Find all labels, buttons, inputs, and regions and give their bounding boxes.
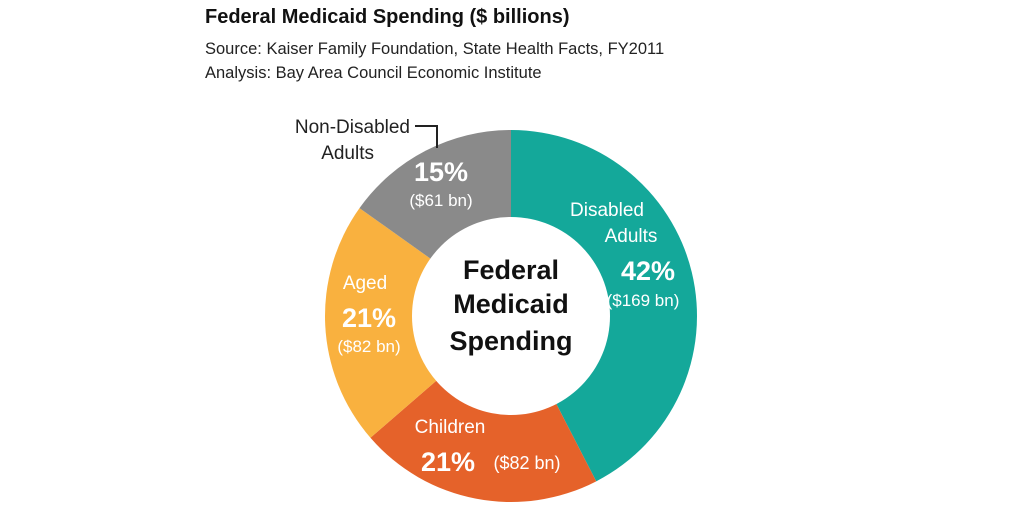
- label-non-disabled-adults-line-2: Adults: [321, 143, 374, 164]
- analysis-note: Analysis: Bay Area Council Economic Inst…: [205, 64, 542, 82]
- slice-labels: Disabled Adults 42% ($169 bn) Children 21% ($8…: [337, 157, 679, 477]
- value-non-disabled-adults: ($61 bn): [409, 191, 472, 210]
- label-aged: Aged: [343, 273, 387, 294]
- source-note: Source: Kaiser Family Foundation, State …: [205, 40, 665, 58]
- callout: Non-Disabled Adults: [295, 117, 438, 164]
- donut-hole: [412, 217, 610, 415]
- chart-title: Federal Medicaid Spending ($ billions): [205, 6, 570, 28]
- label-disabled-adults-line-2: Adults: [605, 226, 658, 247]
- label-children: Children: [415, 417, 486, 438]
- callout-leader-line: [415, 125, 438, 148]
- center-label-line-2: Medicaid: [453, 289, 569, 319]
- percent-disabled-adults: 42%: [621, 256, 675, 286]
- percent-aged: 21%: [342, 303, 396, 333]
- percent-children: 21%: [421, 447, 475, 477]
- value-children: ($82 bn): [493, 453, 560, 473]
- center-label-line-1: Federal: [463, 255, 559, 285]
- percent-non-disabled-adults: 15%: [414, 157, 468, 187]
- center-label-line-3: Spending: [450, 326, 573, 356]
- value-disabled-adults: ($169 bn): [607, 291, 680, 310]
- center-label: Federal Medicaid Spending: [450, 255, 573, 356]
- label-disabled-adults-line-1: Disabled: [570, 200, 644, 221]
- value-aged: ($82 bn): [337, 337, 400, 356]
- label-non-disabled-adults-line-1: Non-Disabled: [295, 117, 410, 138]
